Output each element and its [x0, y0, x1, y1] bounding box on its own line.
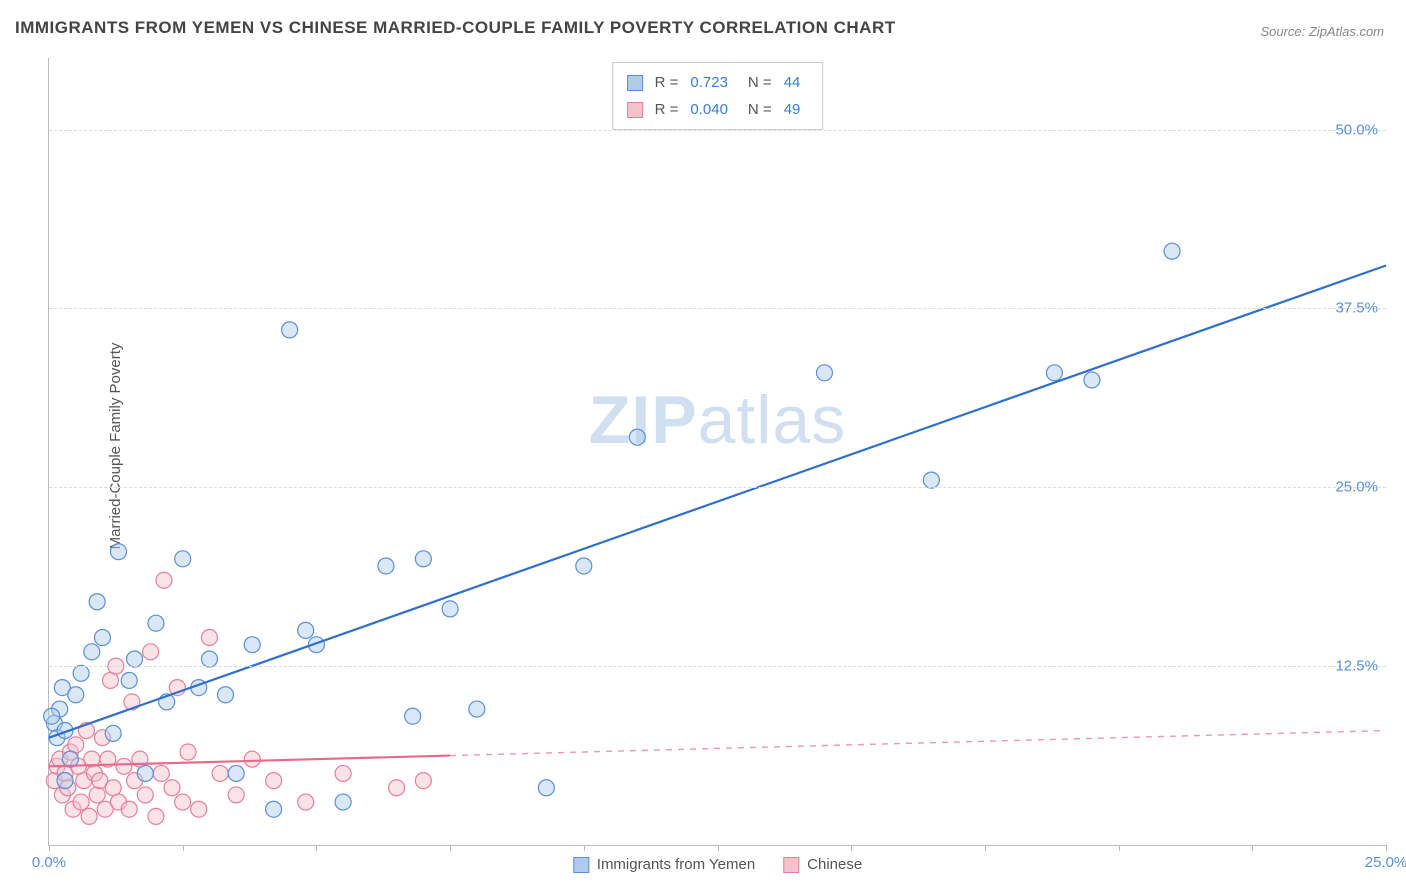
data-point — [228, 787, 244, 803]
data-point — [442, 601, 458, 617]
x-tick — [1386, 845, 1387, 851]
data-point — [84, 644, 100, 660]
data-point — [137, 787, 153, 803]
chart-title: IMMIGRANTS FROM YEMEN VS CHINESE MARRIED… — [15, 18, 896, 38]
data-point — [121, 672, 137, 688]
data-point — [335, 794, 351, 810]
data-point — [405, 708, 421, 724]
data-point — [94, 630, 110, 646]
data-point — [105, 725, 121, 741]
data-point — [415, 551, 431, 567]
data-point — [201, 651, 217, 667]
data-point — [148, 615, 164, 631]
x-tick — [584, 845, 585, 851]
data-point — [121, 801, 137, 817]
data-point — [164, 780, 180, 796]
data-point — [415, 773, 431, 789]
data-point — [68, 737, 84, 753]
data-point — [156, 572, 172, 588]
gridline — [49, 666, 1386, 667]
data-point — [57, 773, 73, 789]
data-point — [73, 665, 89, 681]
data-point — [538, 780, 554, 796]
data-point — [175, 551, 191, 567]
x-tick — [183, 845, 184, 851]
y-tick-label: 50.0% — [1335, 121, 1378, 138]
data-point — [298, 794, 314, 810]
swatch-icon — [783, 857, 799, 873]
legend-item-label: Immigrants from Yemen — [597, 856, 755, 873]
data-point — [629, 429, 645, 445]
data-point — [175, 794, 191, 810]
gridline — [49, 308, 1386, 309]
data-point — [143, 644, 159, 660]
data-point — [1084, 372, 1100, 388]
data-point — [228, 765, 244, 781]
x-tick-label: 25.0% — [1365, 854, 1406, 871]
data-point — [191, 801, 207, 817]
y-tick-label: 25.0% — [1335, 479, 1378, 496]
x-tick — [450, 845, 451, 851]
plot-svg — [49, 58, 1386, 845]
data-point — [116, 758, 132, 774]
y-tick-label: 12.5% — [1335, 658, 1378, 675]
data-point — [298, 622, 314, 638]
source-label: Source: ZipAtlas.com — [1260, 24, 1384, 39]
data-point — [73, 794, 89, 810]
data-point — [266, 773, 282, 789]
data-point — [378, 558, 394, 574]
data-point — [244, 637, 260, 653]
data-point — [89, 787, 105, 803]
x-tick — [985, 845, 986, 851]
x-tick — [1252, 845, 1253, 851]
data-point — [111, 544, 127, 560]
data-point — [137, 765, 153, 781]
x-tick — [49, 845, 50, 851]
legend-item: Chinese — [783, 856, 862, 873]
data-point — [266, 801, 282, 817]
gridline — [49, 130, 1386, 131]
data-point — [816, 365, 832, 381]
data-point — [469, 701, 485, 717]
x-tick-label: 0.0% — [32, 854, 66, 871]
data-point — [1164, 243, 1180, 259]
x-tick — [1119, 845, 1120, 851]
data-point — [153, 765, 169, 781]
x-tick — [851, 845, 852, 851]
data-point — [81, 808, 97, 824]
legend-item-label: Chinese — [807, 856, 862, 873]
swatch-icon — [573, 857, 589, 873]
data-point — [148, 808, 164, 824]
data-point — [201, 630, 217, 646]
data-point — [217, 687, 233, 703]
data-point — [282, 322, 298, 338]
data-point — [68, 687, 84, 703]
data-point — [389, 780, 405, 796]
legend-item: Immigrants from Yemen — [573, 856, 755, 873]
data-point — [212, 765, 228, 781]
data-point — [89, 594, 105, 610]
data-point — [44, 708, 60, 724]
gridline — [49, 487, 1386, 488]
data-point — [180, 744, 196, 760]
data-point — [103, 672, 119, 688]
y-tick-label: 37.5% — [1335, 300, 1378, 317]
x-tick — [718, 845, 719, 851]
data-point — [244, 751, 260, 767]
data-point — [127, 651, 143, 667]
data-point — [923, 472, 939, 488]
plot-area: ZIPatlas R = 0.723 N = 44 R = 0.040 N = … — [48, 58, 1386, 846]
data-point — [1046, 365, 1062, 381]
x-tick — [316, 845, 317, 851]
data-point — [576, 558, 592, 574]
data-point — [105, 780, 121, 796]
trend-line-extrapolated — [450, 731, 1386, 756]
data-point — [335, 765, 351, 781]
legend-series: Immigrants from Yemen Chinese — [573, 856, 862, 873]
